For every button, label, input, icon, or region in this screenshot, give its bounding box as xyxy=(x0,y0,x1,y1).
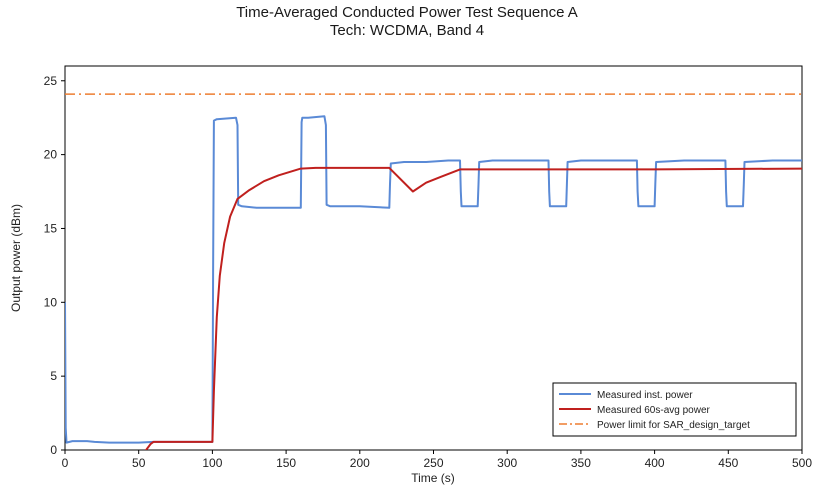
y-tick-label: 20 xyxy=(44,148,58,162)
series-layer xyxy=(65,93,802,450)
legend-label: Measured inst. power xyxy=(597,390,693,401)
chart-subtitle: Tech: WCDMA, Band 4 xyxy=(329,22,485,39)
y-tick-label: 15 xyxy=(44,221,58,235)
series-line-measured-60s-avg-power xyxy=(144,166,802,450)
legend: Measured inst. power Measured 60s-avg pow… xyxy=(552,382,797,437)
y-tick-label: 5 xyxy=(50,369,57,383)
x-tick-label: 0 xyxy=(62,456,69,470)
x-tick-label: 200 xyxy=(350,456,370,470)
legend-label: Power limit for SAR_design_target xyxy=(597,420,750,431)
y-tick-label: 25 xyxy=(44,74,58,88)
legend-label: Measured 60s-avg power xyxy=(597,405,711,416)
x-tick-label: 50 xyxy=(132,456,146,470)
x-tick-label: 350 xyxy=(571,456,591,470)
x-axis-title: Time (s) xyxy=(411,471,455,485)
x-tick-label: 400 xyxy=(645,456,665,470)
x-tick-label: 450 xyxy=(718,456,738,470)
y-tick-label: 0 xyxy=(50,443,57,457)
x-tick-label: 500 xyxy=(792,456,812,470)
x-tick-label: 250 xyxy=(423,456,443,470)
y-axis: 0 5 10 15 20 25 xyxy=(44,74,65,457)
y-axis-title: Output power (dBm) xyxy=(9,204,23,312)
y-tick-label: 10 xyxy=(44,295,58,309)
chart-title: Time-Averaged Conducted Power Test Seque… xyxy=(236,4,578,21)
x-tick-label: 300 xyxy=(497,456,517,470)
x-axis: 0 50 100 150 200 250 300 350 400 450 500 xyxy=(62,450,812,470)
x-tick-label: 100 xyxy=(202,456,222,470)
x-tick-label: 150 xyxy=(276,456,296,470)
legend-box xyxy=(552,382,797,437)
